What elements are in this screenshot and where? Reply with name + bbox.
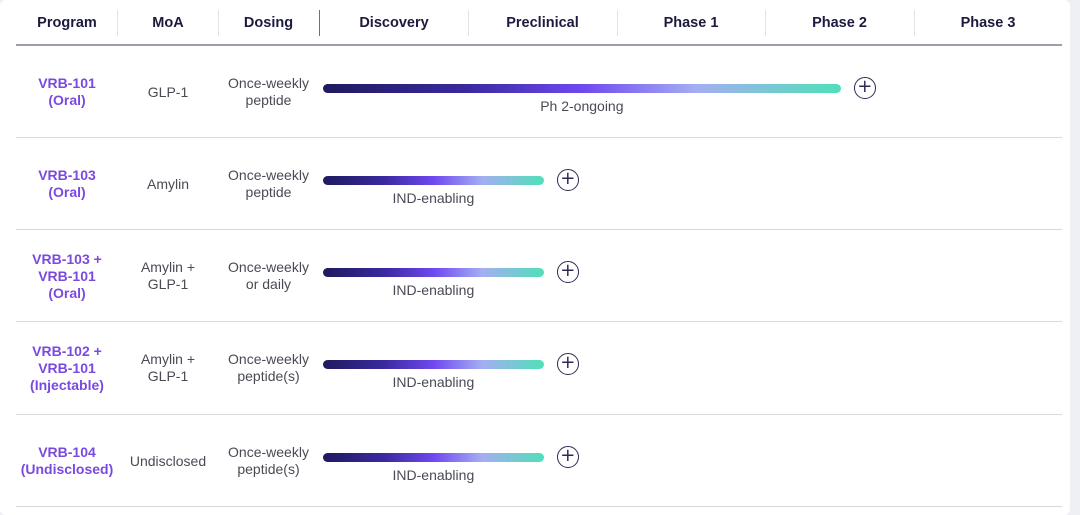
text-line: peptide (218, 184, 319, 201)
text-line: peptide(s) (218, 368, 319, 385)
text-line: VRB-102 + (17, 343, 117, 360)
header-dosing: Dosing (218, 0, 319, 46)
text-line: Amylin (118, 176, 218, 193)
expand-icon[interactable]: + (854, 77, 876, 99)
header-divider (319, 10, 320, 36)
text-line: Once-weekly (218, 75, 319, 92)
moa-cell: Amylin (118, 176, 218, 193)
header-divider (765, 10, 766, 36)
progress-bar (323, 453, 544, 462)
stage-status: IND-enabling (323, 190, 544, 206)
text-line: VRB-103 (17, 167, 117, 184)
header-divider (117, 10, 118, 36)
text-line: (Oral) (17, 92, 117, 109)
text-line: VRB-101 (17, 268, 117, 285)
moa-cell: Undisclosed (118, 453, 218, 470)
moa-cell: GLP-1 (118, 84, 218, 101)
dosing-cell: Once-weekly peptide(s) (218, 444, 319, 478)
dosing-cell: Once-weekly peptide (218, 167, 319, 201)
text-line: Once-weekly (218, 351, 319, 368)
pipeline-row: VRB-103 + VRB-101 (Oral) Amylin + GLP-1 Once-… (0, 230, 1070, 322)
text-line: peptide (218, 92, 319, 109)
text-line: Amylin + (118, 351, 218, 368)
program-name: VRB-101 (Oral) (17, 75, 117, 109)
pipeline-row: VRB-102 + VRB-101 (Injectable) Amylin + GLP-… (0, 322, 1070, 414)
header-divider (218, 10, 219, 36)
text-line: (Injectable) (17, 377, 117, 394)
text-line: Once-weekly (218, 444, 319, 461)
text-line: VRB-101 (17, 360, 117, 377)
program-name: VRB-103 + VRB-101 (Oral) (17, 251, 117, 302)
stage-status: Ph 2-ongoing (323, 98, 841, 114)
expand-icon[interactable]: + (557, 169, 579, 191)
header-phase-2: Phase 2 (765, 0, 914, 46)
header-moa: MoA (118, 0, 218, 46)
header-divider (914, 10, 915, 36)
text-line: VRB-103 + (17, 251, 117, 268)
expand-icon[interactable]: + (557, 353, 579, 375)
pipeline-row: VRB-104 (Undisclosed) Undisclosed Once-week… (0, 415, 1070, 507)
progress-bar (323, 360, 544, 369)
dosing-cell: Once-weekly peptide(s) (218, 351, 319, 385)
text-line: VRB-104 (17, 444, 117, 461)
text-line: Amylin + (118, 259, 218, 276)
text-line: or daily (218, 276, 319, 293)
text-line: (Oral) (17, 184, 117, 201)
moa-cell: Amylin + GLP-1 (118, 351, 218, 385)
header-phase-3: Phase 3 (914, 0, 1062, 46)
moa-cell: Amylin + GLP-1 (118, 259, 218, 293)
header-divider (468, 10, 469, 36)
text-line: GLP-1 (118, 368, 218, 385)
program-name: VRB-103 (Oral) (17, 167, 117, 201)
stage-status: IND-enabling (323, 374, 544, 390)
text-line: (Oral) (17, 285, 117, 302)
dosing-cell: Once-weekly peptide (218, 75, 319, 109)
pipeline-row: VRB-101 (Oral) GLP-1 Once-weekly peptide + Ph … (0, 46, 1070, 138)
pipeline-header: Program MoA Dosing Discovery Preclinical… (0, 0, 1070, 46)
text-line: (Undisclosed) (17, 461, 117, 478)
header-phase-1: Phase 1 (617, 0, 765, 46)
progress-bar (323, 84, 841, 93)
text-line: Once-weekly (218, 167, 319, 184)
pipeline-row: VRB-103 (Oral) Amylin Once-weekly peptide + IN… (0, 138, 1070, 230)
text-line: Undisclosed (118, 453, 218, 470)
header-preclinical: Preclinical (468, 0, 617, 46)
header-program: Program (17, 0, 117, 46)
header-discovery: Discovery (320, 0, 468, 46)
text-line: VRB-101 (17, 75, 117, 92)
progress-bar (323, 268, 544, 277)
expand-icon[interactable]: + (557, 446, 579, 468)
header-divider (617, 10, 618, 36)
text-line: GLP-1 (118, 84, 218, 101)
program-name: VRB-104 (Undisclosed) (17, 444, 117, 478)
expand-icon[interactable]: + (557, 261, 579, 283)
program-name: VRB-102 + VRB-101 (Injectable) (17, 343, 117, 394)
progress-bar (323, 176, 544, 185)
dosing-cell: Once-weekly or daily (218, 259, 319, 293)
text-line: Once-weekly (218, 259, 319, 276)
text-line: peptide(s) (218, 461, 319, 478)
text-line: GLP-1 (118, 276, 218, 293)
stage-status: IND-enabling (323, 282, 544, 298)
stage-status: IND-enabling (323, 467, 544, 483)
